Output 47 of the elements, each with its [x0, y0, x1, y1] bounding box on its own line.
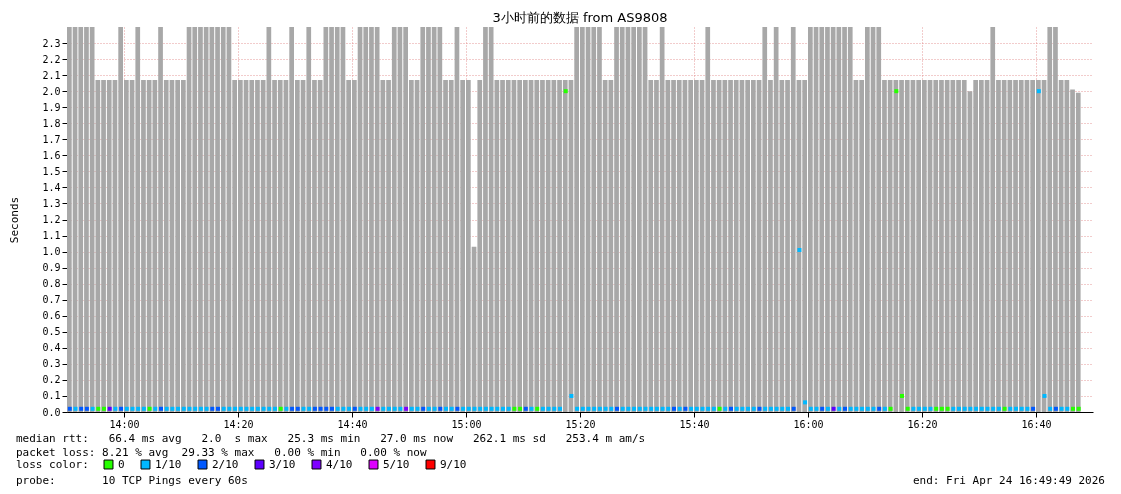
y-tick-label: 1.7: [42, 133, 61, 145]
y-tick-label: 0.8: [42, 278, 61, 290]
y-tick-label: 0.5: [42, 326, 61, 338]
y-tick-label: 0.4: [42, 342, 61, 354]
y-tick-label: 1.8: [42, 117, 61, 129]
legend-label: 4/10: [326, 457, 353, 471]
y-tick-label: 1.5: [42, 165, 61, 177]
y-tick-label: 0.6: [42, 310, 61, 322]
x-tick-label: 14:20: [223, 418, 254, 430]
x-tick-label: 14:00: [109, 418, 140, 430]
y-tick-label: 0.1: [42, 390, 61, 402]
x-tick-label: 15:00: [451, 418, 482, 430]
legend-label: 5/10: [383, 457, 410, 471]
y-tick-label: 1.3: [42, 197, 61, 209]
y-tick-label: 0.3: [42, 358, 61, 370]
y-tick-label: 0.9: [42, 262, 61, 274]
x-tick-label: 16:00: [793, 418, 824, 430]
chart-title: 3小时前的数据 from AS9808: [492, 10, 668, 25]
text: end: Fri Apr 24 16:49:49 2026: [912, 474, 1105, 487]
x-tick-label: 16:20: [907, 418, 938, 430]
y-tick-label: 0.2: [42, 374, 61, 386]
y-axis-title: Seconds: [8, 196, 22, 244]
y-tick-label: 1.0: [42, 246, 61, 258]
legend-label: 3/10: [269, 457, 296, 471]
text: packet loss: 8.21 % avg 29.33 % max 0.00 % min 0.00 % now: [16, 446, 427, 459]
x-tick-label: 16:40: [1021, 418, 1052, 430]
y-tick-label: 2.3: [42, 37, 61, 49]
legend-label: 1/10: [155, 457, 182, 471]
y-tick-label: 1.9: [42, 101, 61, 113]
legend-title: loss color:: [16, 458, 89, 471]
y-tick-label: 0.7: [42, 294, 61, 306]
y-tick-label: 2.0: [42, 85, 61, 97]
y-tick-label: 0.0: [42, 406, 61, 418]
text: median rtt: 66.4 ms avg 2.0 s max 25.3 ms min 27.0 ms now 262.1 ms sd 253.4 m am/s: [16, 432, 646, 445]
x-tick-label: 15:40: [679, 418, 710, 430]
y-tick-label: 1.6: [42, 149, 61, 161]
y-tick-label: 1.2: [42, 214, 61, 225]
y-tick-label: 1.4: [42, 181, 61, 193]
x-tick-label: 15:20: [565, 418, 596, 430]
y-tick-label: 2.1: [42, 69, 61, 81]
x-tick-label: 14:40: [337, 418, 368, 430]
y-tick-label: 2.2: [42, 53, 61, 65]
legend-label: 0: [118, 457, 125, 471]
legend-label: 2/10: [212, 457, 239, 471]
legend-label: 9/10: [440, 457, 467, 471]
text: probe: 10 TCP Pings every 60s: [16, 474, 248, 487]
y-tick-label: 1.1: [42, 230, 61, 242]
